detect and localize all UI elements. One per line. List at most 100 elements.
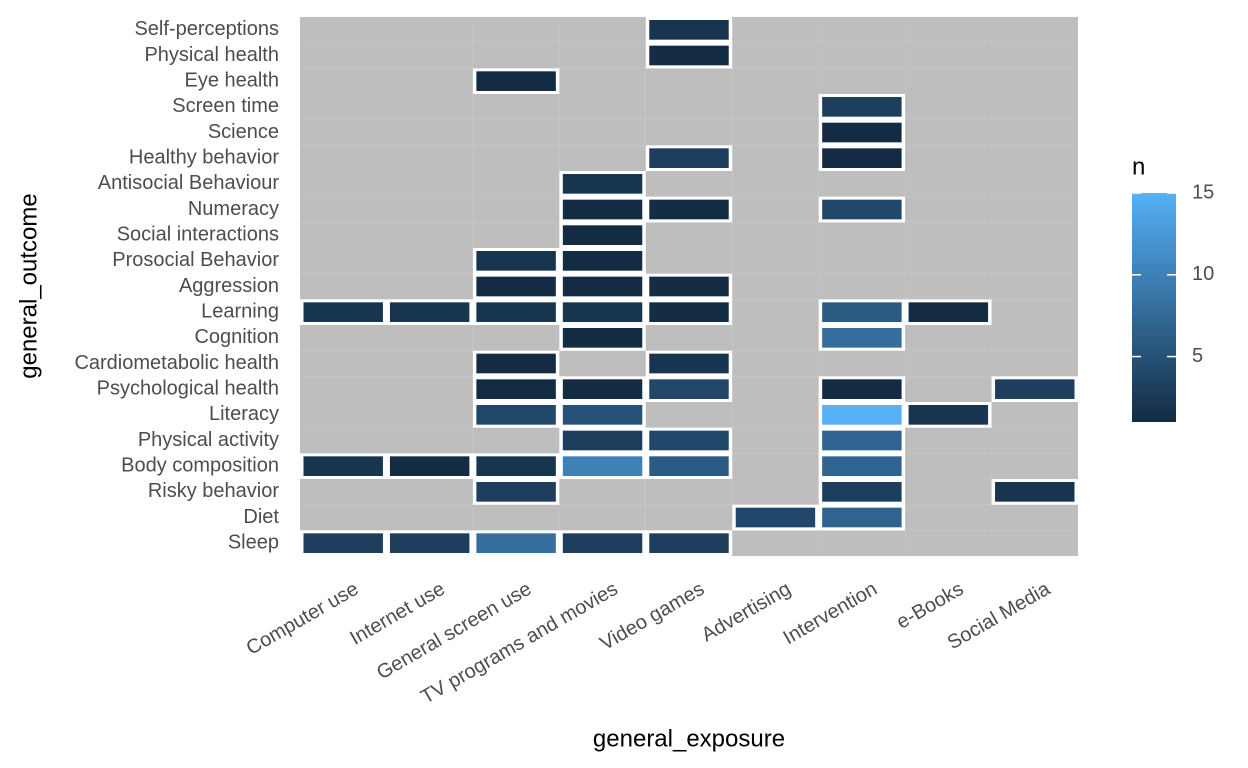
x-tick-label: Intervention bbox=[780, 578, 882, 649]
empty-cell bbox=[559, 350, 646, 377]
empty-cell bbox=[818, 17, 906, 43]
empty-cell bbox=[905, 479, 992, 505]
empty-cell bbox=[472, 42, 560, 69]
y-tick-label: Diet bbox=[243, 506, 279, 528]
tile bbox=[819, 94, 905, 120]
y-tick-label: Risky behavior bbox=[148, 480, 280, 502]
empty-cell bbox=[905, 196, 992, 223]
empty-cell bbox=[732, 479, 819, 505]
tile bbox=[300, 453, 386, 480]
empty-cell bbox=[732, 68, 819, 94]
empty-cell bbox=[472, 145, 560, 171]
empty-cell bbox=[300, 402, 387, 428]
tile bbox=[559, 273, 646, 300]
tile bbox=[819, 479, 905, 505]
colorbar-tick-label: 10 bbox=[1192, 263, 1214, 285]
empty-cell bbox=[818, 68, 906, 94]
empty-cell bbox=[732, 171, 819, 197]
tile bbox=[905, 299, 992, 326]
tile bbox=[386, 530, 473, 556]
y-tick-label: Cognition bbox=[194, 326, 279, 348]
empty-cell bbox=[818, 273, 906, 300]
empty-cell bbox=[472, 171, 560, 197]
colorbar-tick-label: 5 bbox=[1192, 345, 1203, 367]
tile bbox=[646, 196, 732, 223]
tile bbox=[819, 427, 905, 454]
y-tick-label: Learning bbox=[201, 300, 279, 322]
empty-cell bbox=[905, 273, 992, 300]
empty-cell bbox=[559, 42, 646, 69]
tile bbox=[559, 171, 646, 197]
empty-cell bbox=[472, 17, 560, 43]
tile bbox=[819, 145, 905, 171]
empty-cell bbox=[991, 94, 1078, 120]
empty-cell bbox=[732, 119, 819, 146]
empty-cell bbox=[300, 273, 387, 300]
empty-cell bbox=[645, 119, 733, 146]
empty-cell bbox=[905, 350, 992, 377]
empty-cell bbox=[300, 171, 387, 197]
tile bbox=[819, 325, 905, 351]
empty-cell bbox=[300, 68, 387, 94]
empty-cell bbox=[732, 453, 819, 479]
tile bbox=[300, 299, 386, 326]
empty-cell bbox=[472, 196, 560, 223]
empty-cell bbox=[386, 402, 473, 428]
tile bbox=[559, 196, 646, 223]
empty-cell bbox=[645, 68, 733, 94]
empty-cell bbox=[300, 145, 387, 171]
empty-cell bbox=[386, 479, 473, 505]
empty-cell bbox=[300, 427, 387, 454]
empty-cell bbox=[472, 325, 560, 351]
empty-cell bbox=[818, 42, 906, 69]
empty-cell bbox=[386, 171, 473, 197]
empty-cell bbox=[732, 145, 819, 171]
empty-cell bbox=[732, 350, 819, 377]
y-tick-label: Body composition bbox=[121, 454, 279, 476]
empty-cell bbox=[732, 248, 819, 274]
empty-cell bbox=[645, 222, 733, 248]
empty-cell bbox=[645, 504, 733, 531]
y-tick-label: Science bbox=[208, 121, 279, 143]
tile bbox=[992, 376, 1078, 403]
empty-cell bbox=[386, 222, 473, 248]
empty-cell bbox=[386, 17, 473, 43]
empty-cell bbox=[732, 94, 819, 120]
empty-cell bbox=[905, 427, 992, 454]
empty-cell bbox=[991, 171, 1078, 197]
y-tick-label: Aggression bbox=[179, 275, 279, 297]
tile bbox=[732, 504, 819, 531]
tile bbox=[646, 273, 732, 300]
empty-cell bbox=[818, 171, 906, 197]
empty-cell bbox=[732, 299, 819, 325]
empty-cell bbox=[732, 42, 819, 69]
empty-cell bbox=[991, 530, 1078, 556]
empty-cell bbox=[905, 68, 992, 94]
empty-cell bbox=[559, 479, 646, 505]
empty-cell bbox=[386, 376, 473, 402]
y-tick-label: Self-perceptions bbox=[134, 18, 279, 40]
empty-cell bbox=[991, 325, 1078, 351]
empty-cell bbox=[386, 119, 473, 146]
empty-cell bbox=[818, 350, 906, 377]
empty-cell bbox=[905, 504, 992, 531]
empty-cell bbox=[386, 94, 473, 120]
tile bbox=[473, 273, 559, 300]
tile bbox=[386, 299, 473, 326]
empty-cell bbox=[732, 427, 819, 454]
tile bbox=[559, 248, 646, 274]
empty-cell bbox=[991, 453, 1078, 479]
tile bbox=[559, 325, 646, 351]
empty-cell bbox=[905, 222, 992, 248]
empty-cell bbox=[559, 17, 646, 43]
empty-cell bbox=[645, 94, 733, 120]
empty-cell bbox=[991, 402, 1078, 428]
tile bbox=[819, 376, 905, 403]
empty-cell bbox=[732, 17, 819, 43]
tile bbox=[646, 350, 732, 377]
empty-cell bbox=[732, 273, 819, 300]
empty-cell bbox=[300, 325, 387, 351]
empty-cell bbox=[905, 530, 992, 556]
empty-cell bbox=[386, 42, 473, 69]
